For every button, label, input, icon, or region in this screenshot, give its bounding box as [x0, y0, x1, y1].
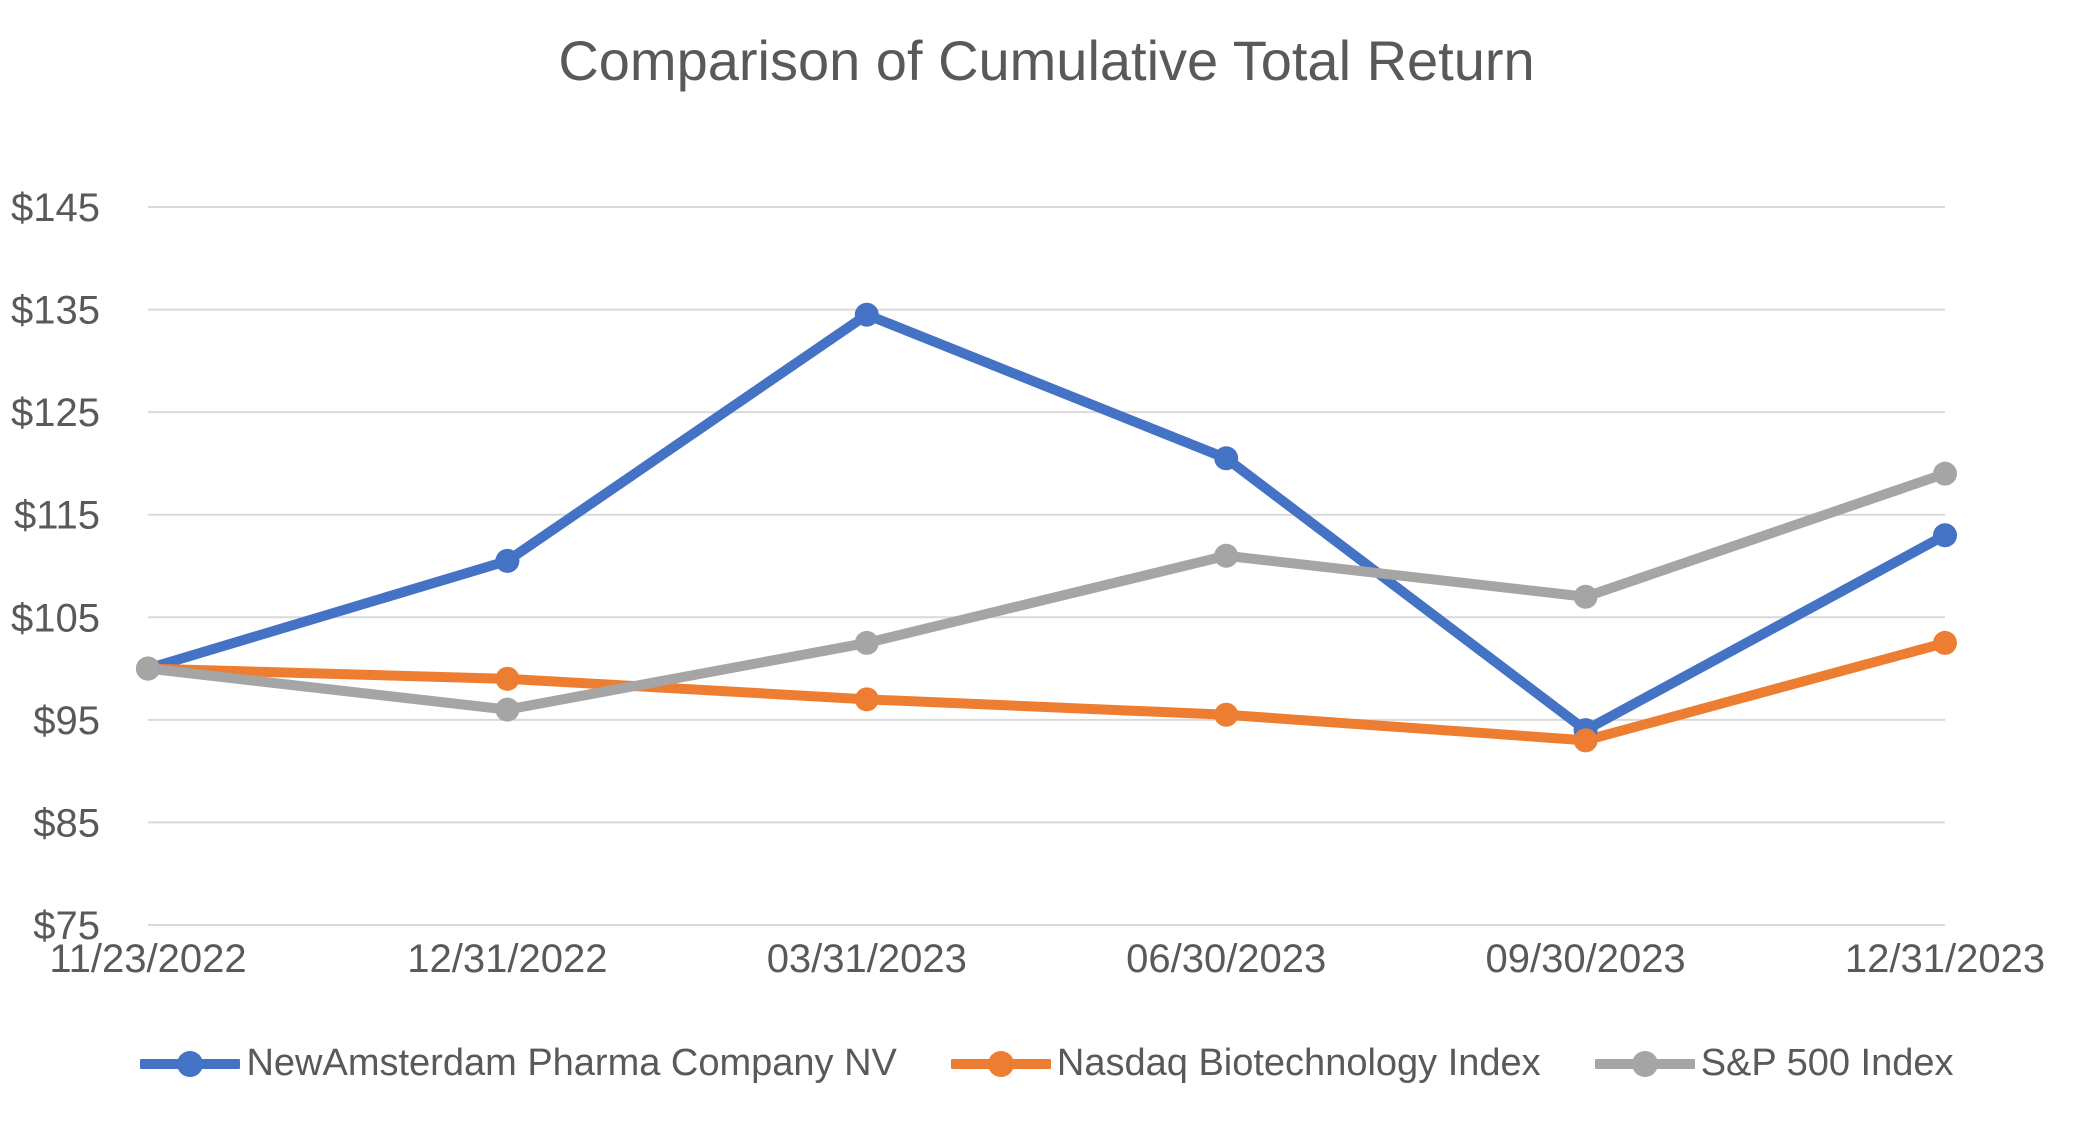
x-axis-tick-label: 12/31/2022 [407, 937, 607, 981]
legend-marker-icon [950, 1050, 1051, 1077]
data-point-marker [136, 656, 160, 681]
series-line [143, 468, 1950, 715]
chart-legend: NewAmsterdam Pharma Company NV Nasdaq Bio… [0, 1042, 2094, 1085]
x-axis-tick-label: 03/31/2023 [767, 937, 967, 981]
data-point-marker [1214, 543, 1239, 568]
legend-marker-icon [140, 1050, 241, 1077]
y-axis-tick-label: $85 [33, 801, 100, 845]
data-point-marker [1214, 446, 1239, 471]
data-point-marker [854, 302, 879, 327]
data-point-marker [1214, 702, 1239, 727]
data-point-marker [1933, 630, 1957, 655]
data-point-marker [1933, 461, 1957, 486]
y-axis-tick-label: $125 [11, 391, 100, 435]
x-axis-tick-label: 09/30/2023 [1485, 937, 1685, 981]
data-point-marker [495, 666, 520, 691]
x-axis-tick-label: 11/23/2022 [49, 937, 246, 981]
x-axis-tick-label: 06/30/2023 [1126, 937, 1326, 981]
y-axis-tick-label: $75 [33, 904, 100, 948]
data-point-marker [1573, 728, 1598, 753]
y-axis-tick-label: $145 [11, 186, 100, 230]
y-axis-tick-label: $95 [33, 699, 100, 743]
legend-item: Nasdaq Biotechnology Index [950, 1042, 1541, 1085]
data-point-marker [854, 630, 879, 655]
legend-label: Nasdaq Biotechnology Index [1056, 1042, 1541, 1084]
series-line [143, 637, 1950, 746]
data-point-marker [854, 687, 879, 712]
legend-label: S&P 500 Index [1700, 1042, 1954, 1084]
y-axis-tick-label: $115 [14, 494, 100, 538]
data-point-marker [495, 697, 520, 722]
legend-label: NewAmsterdam Pharma Company NV [246, 1042, 897, 1084]
y-axis-tick-label: $105 [11, 596, 100, 640]
data-point-marker [495, 548, 520, 573]
chart-title: Comparison of Cumulative Total Return [558, 29, 1535, 92]
data-point-marker [1573, 584, 1598, 609]
legend-item: S&P 500 Index [1594, 1042, 1954, 1085]
y-axis-tick-label: $135 [11, 289, 100, 333]
data-point-marker [1933, 523, 1957, 548]
series-line [143, 309, 1950, 736]
legend-marker-icon [1594, 1050, 1695, 1077]
legend-item: NewAmsterdam Pharma Company NV [140, 1042, 897, 1085]
x-axis-tick-label: 12/31/2023 [1845, 937, 2045, 981]
